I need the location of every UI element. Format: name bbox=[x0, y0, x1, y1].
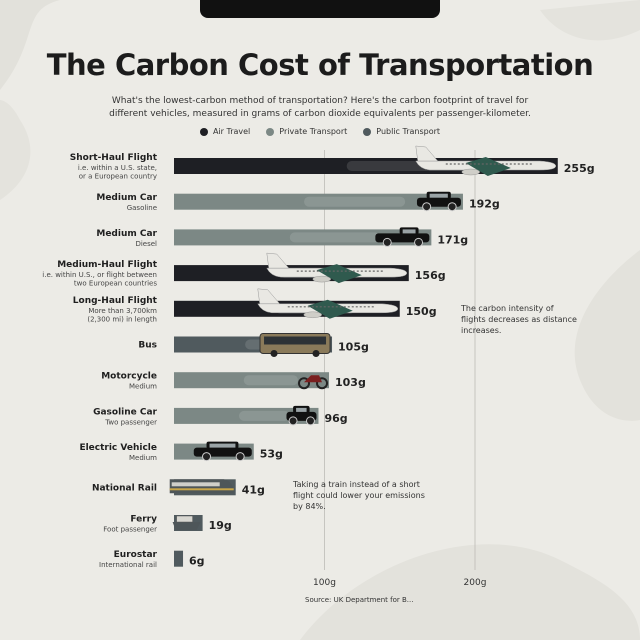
legend-item-public-transport: Public Transport bbox=[363, 127, 440, 136]
annotation-flights: The carbon intensity of flights decrease… bbox=[461, 304, 577, 335]
category-sublabel: two European countries bbox=[74, 280, 157, 288]
value-label: 103g bbox=[335, 376, 366, 389]
value-label: 6g bbox=[189, 555, 205, 568]
legend-label-private-transport: Private Transport bbox=[279, 127, 348, 136]
top-tab bbox=[200, 0, 440, 18]
motorcycle-icon bbox=[298, 375, 329, 390]
legend-swatch-air-travel bbox=[199, 127, 208, 136]
value-label: 41g bbox=[242, 483, 265, 496]
category-sublabel: Foot passenger bbox=[103, 526, 157, 534]
x-tick-label: 100g bbox=[313, 578, 336, 588]
category-sublabel: More than 3,700km bbox=[88, 307, 157, 315]
category-label: Medium Car bbox=[96, 193, 157, 203]
category-sublabel: Diesel bbox=[135, 240, 157, 248]
x-tick-label: 200g bbox=[464, 578, 487, 588]
category-label: Gasoline Car bbox=[93, 407, 157, 417]
value-label: 192g bbox=[469, 198, 500, 211]
category-sublabel: Medium bbox=[129, 454, 157, 462]
airplane-icon bbox=[257, 288, 399, 319]
category-label: Long-Haul Flight bbox=[73, 296, 158, 306]
bar bbox=[174, 372, 330, 389]
legend-swatch-private-transport bbox=[266, 127, 275, 136]
category-label: Medium Car bbox=[96, 229, 157, 239]
bar-exhaust bbox=[289, 232, 380, 243]
category-label: Bus bbox=[138, 341, 157, 351]
legend-item-private-transport: Private Transport bbox=[266, 127, 347, 136]
sedan-icon bbox=[193, 441, 252, 462]
category-sublabel: i.e. within U.S., or flight between bbox=[42, 271, 157, 279]
bar-exhaust bbox=[239, 410, 290, 421]
value-label: 150g bbox=[406, 305, 437, 318]
category-sublabel: Two passenger bbox=[104, 418, 157, 426]
bar bbox=[174, 229, 432, 246]
small-car-icon bbox=[286, 405, 317, 426]
category-label: Ferry bbox=[130, 515, 157, 525]
category-label: Motorcycle bbox=[101, 372, 157, 382]
category-sublabel: i.e. within a U.S. state, bbox=[78, 164, 157, 172]
bar-exhaust bbox=[243, 375, 299, 386]
legend-item-air-travel: Air Travel bbox=[199, 127, 251, 136]
category-sublabel: International rail bbox=[99, 561, 157, 569]
airplane-icon bbox=[415, 145, 557, 176]
legend-label-air-travel: Air Travel bbox=[212, 127, 251, 136]
value-label: 96g bbox=[324, 412, 347, 425]
value-label: 156g bbox=[415, 269, 446, 282]
value-label: 171g bbox=[437, 233, 468, 246]
legend-label-public-transport: Public Transport bbox=[376, 127, 441, 136]
category-label: Electric Vehicle bbox=[79, 443, 157, 453]
value-label: 255g bbox=[564, 162, 595, 175]
bar bbox=[174, 193, 463, 210]
category-sublabel: Medium bbox=[129, 383, 157, 391]
ferry-icon bbox=[172, 515, 201, 530]
bus-icon bbox=[259, 333, 331, 357]
chart-title: The Carbon Cost of Transportation bbox=[46, 48, 594, 82]
chart-subtitle: What's the lowest-carbon method of trans… bbox=[109, 96, 531, 119]
train-icon bbox=[169, 479, 234, 494]
category-sublabel: (2,300 mi) in length bbox=[87, 315, 157, 323]
value-label: 53g bbox=[260, 448, 283, 461]
value-label: 105g bbox=[338, 341, 369, 354]
bar-exhaust bbox=[304, 196, 406, 207]
annotation-rail: Taking a train instead of a short flight… bbox=[293, 480, 425, 511]
category-label: Short-Haul Flight bbox=[70, 153, 158, 163]
category-label: Medium-Haul Flight bbox=[57, 260, 158, 270]
category-label: National Rail bbox=[92, 483, 157, 493]
source-note: Source: UK Department for B... bbox=[305, 596, 414, 604]
category-sublabel: Gasoline bbox=[127, 204, 157, 212]
bar bbox=[174, 407, 319, 424]
legend-swatch-public-transport bbox=[363, 127, 372, 136]
legend: Air Travel Private Transport Public Tran… bbox=[0, 127, 640, 136]
value-label: 19g bbox=[209, 519, 232, 532]
airplane-icon bbox=[266, 252, 408, 284]
bar bbox=[174, 550, 184, 567]
category-sublabel: or a European country bbox=[79, 173, 157, 181]
pickup-truck-icon bbox=[375, 227, 430, 247]
suv-icon bbox=[416, 191, 461, 212]
category-label: Eurostar bbox=[114, 550, 158, 560]
